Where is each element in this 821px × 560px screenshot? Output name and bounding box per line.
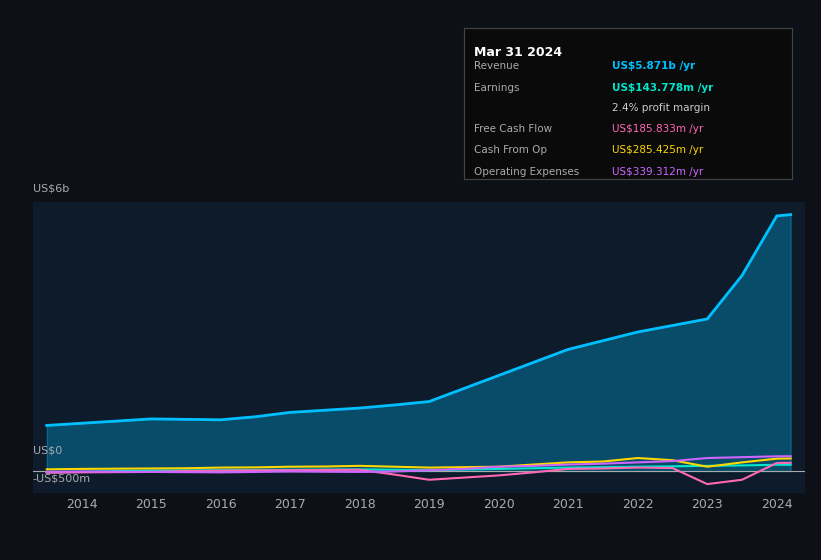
Text: -US$500m: -US$500m xyxy=(33,474,91,484)
Text: Operating Expenses: Operating Expenses xyxy=(474,167,579,176)
Text: Cash From Op: Cash From Op xyxy=(474,146,547,156)
Text: Free Cash Flow: Free Cash Flow xyxy=(474,124,552,134)
Text: Earnings: Earnings xyxy=(474,83,519,94)
Text: US$0: US$0 xyxy=(33,446,62,456)
Text: 2.4% profit margin: 2.4% profit margin xyxy=(612,103,709,113)
Text: Mar 31 2024: Mar 31 2024 xyxy=(474,46,562,59)
Text: US$5.871b /yr: US$5.871b /yr xyxy=(612,61,695,71)
Text: US$339.312m /yr: US$339.312m /yr xyxy=(612,167,703,176)
Text: Revenue: Revenue xyxy=(474,61,519,71)
Text: US$143.778m /yr: US$143.778m /yr xyxy=(612,83,713,94)
Text: US$6b: US$6b xyxy=(33,183,69,193)
Text: US$185.833m /yr: US$185.833m /yr xyxy=(612,124,703,134)
Text: US$285.425m /yr: US$285.425m /yr xyxy=(612,146,703,156)
